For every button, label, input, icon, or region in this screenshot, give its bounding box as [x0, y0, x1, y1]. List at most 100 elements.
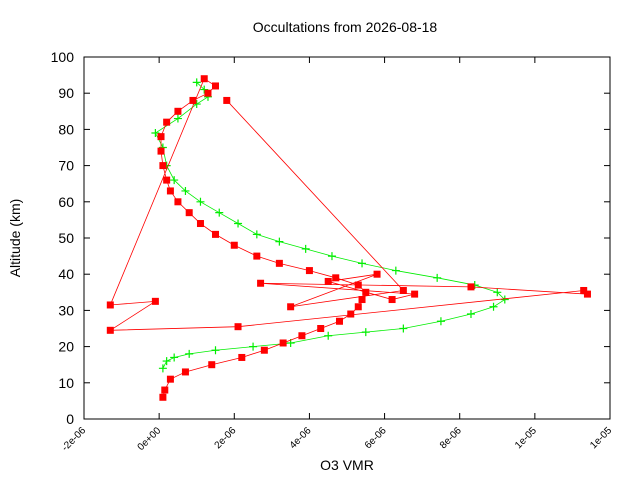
data-point: [279, 339, 287, 347]
data-point: [196, 197, 205, 206]
data-point: [354, 303, 362, 311]
data-point: [158, 364, 167, 373]
y-tick-label: 10: [58, 375, 74, 391]
data-point: [215, 208, 224, 217]
data-point: [433, 273, 442, 282]
data-point: [163, 118, 171, 126]
data-point: [163, 176, 171, 184]
data-point: [204, 89, 212, 97]
data-point: [166, 375, 174, 383]
series-line: [154, 82, 506, 369]
chart-title: Occultations from 2026-08-18: [253, 19, 438, 35]
data-point: [301, 244, 310, 253]
data-point: [298, 332, 306, 340]
data-point: [249, 342, 258, 351]
x-tick-label: -2e-06: [60, 425, 89, 454]
data-point: [151, 297, 159, 305]
data-point: [275, 237, 284, 246]
data-point: [196, 220, 204, 228]
data-point: [361, 328, 370, 337]
data-point: [151, 129, 160, 138]
data-point: [238, 353, 246, 361]
x-tick-label: 8e-06: [438, 425, 464, 451]
y-tick-marks: 0 10 20 30 40 50 60 70 80 90 100: [51, 49, 610, 427]
data-point: [332, 274, 340, 282]
series-line: [108, 78, 589, 398]
data-point: [106, 326, 114, 334]
data-point: [358, 259, 367, 268]
y-tick-label: 100: [51, 49, 75, 65]
data-point: [170, 353, 179, 362]
data-point: [580, 286, 588, 294]
data-point: [252, 230, 261, 239]
data-point: [305, 267, 313, 275]
data-point: [181, 186, 190, 195]
data-point: [411, 290, 419, 298]
data-point: [399, 324, 408, 333]
data-point: [324, 331, 333, 340]
data-point: [373, 270, 381, 278]
data-point: [159, 393, 167, 401]
data-point: [200, 75, 208, 83]
y-tick-label: 20: [58, 339, 74, 355]
data-point: [347, 310, 355, 318]
data-point: [185, 209, 193, 217]
y-tick-label: 40: [58, 266, 74, 282]
data-point: [166, 187, 174, 195]
series-green: [151, 78, 509, 373]
data-point: [161, 386, 169, 394]
x-tick-label: 1e-05: [588, 425, 614, 451]
y-axis-label: Altitude (km): [7, 199, 23, 278]
data-point: [467, 283, 475, 291]
data-point: [358, 296, 366, 304]
data-point: [436, 317, 445, 326]
data-point: [287, 303, 295, 311]
data-point: [399, 286, 407, 294]
data-point: [466, 310, 475, 319]
data-point: [230, 241, 238, 249]
data-point: [212, 82, 219, 90]
data-point: [391, 266, 400, 275]
data-point: [327, 252, 336, 261]
data-point: [234, 323, 242, 331]
data-point: [157, 133, 165, 141]
data-point: [583, 290, 591, 298]
data-point: [189, 96, 197, 104]
data-point: [275, 259, 283, 267]
y-tick-label: 30: [58, 302, 74, 318]
data-point: [208, 361, 216, 369]
x-axis-label: O3 VMR: [320, 457, 374, 473]
series-red: [106, 75, 591, 401]
data-point: [234, 219, 243, 228]
data-point: [500, 295, 509, 304]
data-point: [174, 107, 182, 115]
data-point: [257, 279, 265, 287]
y-tick-label: 80: [58, 121, 74, 137]
x-tick-label: 2e-06: [213, 425, 239, 451]
data-point: [173, 114, 182, 123]
data-point: [253, 252, 261, 260]
data-point: [317, 325, 325, 332]
y-tick-label: 60: [58, 194, 74, 210]
data-point: [174, 198, 182, 206]
data-point: [324, 277, 332, 285]
data-point: [489, 302, 498, 311]
plot-frame: [83, 56, 611, 420]
x-tick-label: 1e-05: [513, 425, 539, 451]
data-point: [362, 288, 370, 296]
data-point: [335, 317, 343, 325]
y-tick-label: 50: [58, 230, 74, 246]
y-tick-label: 70: [58, 158, 74, 174]
data-point: [157, 147, 165, 155]
data-point: [388, 296, 396, 304]
data-point: [200, 85, 209, 94]
x-tick-label: 4e-06: [288, 425, 314, 451]
data-point: [162, 357, 171, 366]
y-tick-label: 90: [58, 85, 74, 101]
data-point: [159, 162, 167, 170]
data-point: [181, 368, 189, 376]
data-point: [212, 230, 219, 238]
data-point: [185, 349, 194, 358]
x-tick-label: 6e-06: [363, 425, 389, 451]
